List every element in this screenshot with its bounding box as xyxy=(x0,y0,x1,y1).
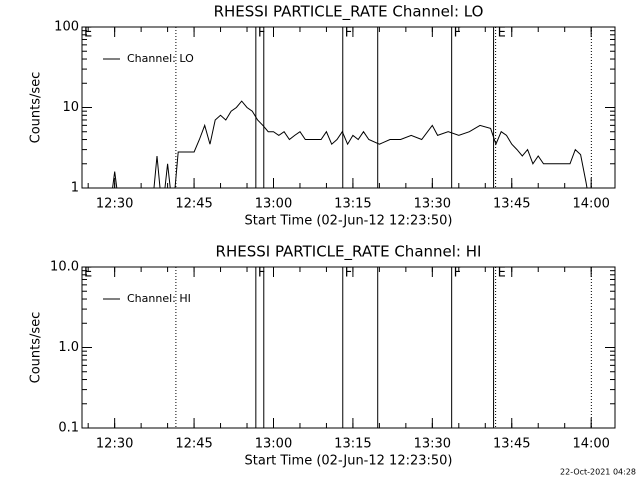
event-label: F xyxy=(345,266,352,281)
x-tick-label: 13:00 xyxy=(255,197,292,212)
event-label: E xyxy=(84,266,92,281)
x-axis-label: Start Time (02-Jun-12 12:23:50) xyxy=(245,214,453,229)
event-label: F xyxy=(258,26,265,41)
y-axis-label: Counts/sec xyxy=(29,72,44,144)
x-tick-label: 12:30 xyxy=(96,197,133,212)
y-tick-label: 10 xyxy=(62,100,79,115)
x-axis-label: Start Time (02-Jun-12 12:23:50) xyxy=(245,454,453,469)
x-tick-label: 12:45 xyxy=(175,437,212,452)
x-tick-label: 13:30 xyxy=(414,197,451,212)
y-axis-label: Counts/sec xyxy=(29,312,44,384)
x-tick-label: 13:00 xyxy=(255,437,292,452)
x-tick-label: 14:00 xyxy=(572,437,609,452)
chart-title: RHESSI PARTICLE_RATE Channel: HI xyxy=(216,243,482,262)
x-tick-label: 13:45 xyxy=(493,197,530,212)
footer: 22-Oct-2021 04:28 xyxy=(560,468,636,477)
y-tick-label: 100 xyxy=(54,20,79,35)
y-tick-label: 10.0 xyxy=(50,260,79,275)
y-tick-label: 0.1 xyxy=(58,421,79,436)
event-label: F xyxy=(454,266,461,281)
y-tick-label: 1 xyxy=(71,181,79,196)
x-tick-label: 13:15 xyxy=(334,197,371,212)
event-label: E xyxy=(84,26,92,41)
x-tick-label: 14:00 xyxy=(572,197,609,212)
event-label: F xyxy=(454,26,461,41)
event-label: F xyxy=(258,266,265,281)
legend-label: Channel: HI xyxy=(127,292,191,305)
x-tick-label: 13:30 xyxy=(414,437,451,452)
x-tick-label: 13:15 xyxy=(334,437,371,452)
event-label: E xyxy=(498,266,506,281)
data-line xyxy=(112,100,588,188)
x-tick-label: 13:45 xyxy=(493,437,530,452)
event-label: E xyxy=(498,26,506,41)
x-tick-label: 12:30 xyxy=(96,437,133,452)
x-tick-label: 12:45 xyxy=(175,197,212,212)
y-tick-label: 1.0 xyxy=(58,340,79,355)
legend-label: Channel: LO xyxy=(127,52,194,65)
chart-title: RHESSI PARTICLE_RATE Channel: LO xyxy=(214,3,484,22)
event-label: F xyxy=(345,26,352,41)
